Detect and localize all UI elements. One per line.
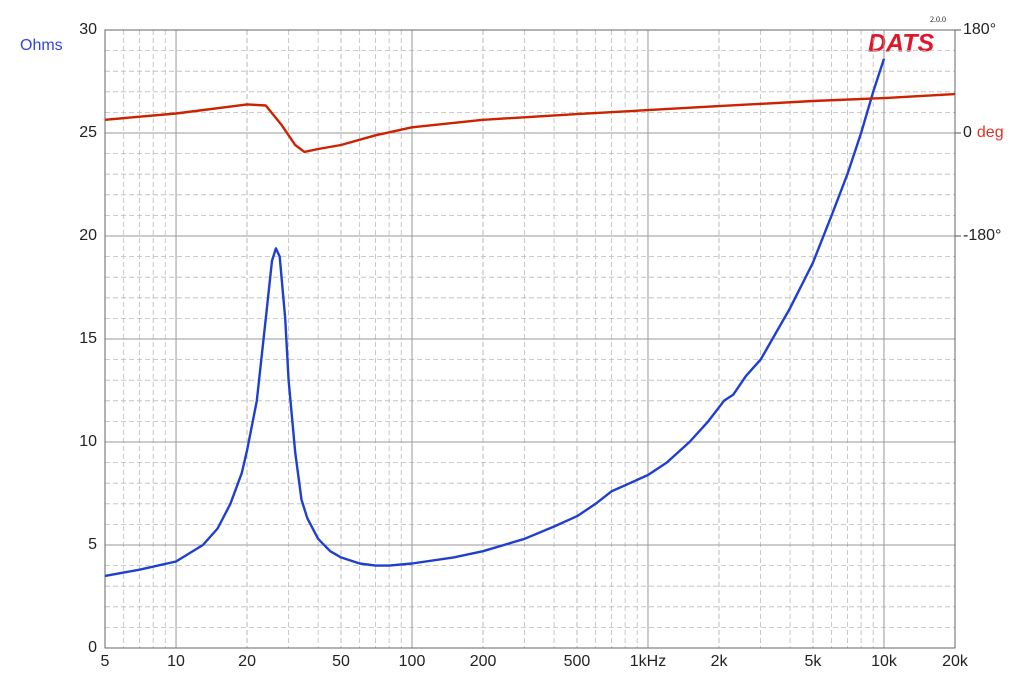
x-tick-label: 100 [399, 653, 426, 670]
series-line [104, 92, 956, 154]
y2-tick-label: -180° [963, 227, 1001, 244]
y-tick-label: 30 [79, 21, 97, 38]
x-tick-label: 20k [942, 653, 969, 670]
logo: DATS [868, 30, 935, 58]
x-tick-label: 2k [711, 653, 729, 670]
y-tick-label: 5 [88, 536, 97, 553]
x-tick-label: 500 [564, 653, 591, 670]
x-tick-label: 10 [167, 653, 185, 670]
version: 2.0.0 [930, 15, 946, 24]
y-tick-label: 15 [79, 330, 97, 347]
x-tick-label: 10k [871, 653, 898, 670]
series-line [104, 58, 886, 578]
y2-tick-label: 0 [963, 124, 972, 141]
y-tick-label: 0 [88, 639, 97, 656]
x-tick-label: 5 [101, 653, 110, 670]
x-tick-label: 1kHz [630, 653, 666, 670]
x-tick-label: 20 [238, 653, 256, 670]
y2-tick-label: 180° [963, 21, 996, 38]
x-tick-label: 5k [804, 653, 822, 670]
x-tick-label: 50 [332, 653, 350, 670]
y-axis-label: Ohms [20, 37, 63, 54]
y-tick-label: 25 [79, 124, 97, 141]
x-tick-label: 200 [470, 653, 497, 670]
y-tick-label: 10 [79, 433, 97, 450]
y-tick-label: 20 [79, 227, 97, 244]
y2-axis-label: deg [977, 124, 1004, 141]
plot-frame [104, 29, 956, 649]
